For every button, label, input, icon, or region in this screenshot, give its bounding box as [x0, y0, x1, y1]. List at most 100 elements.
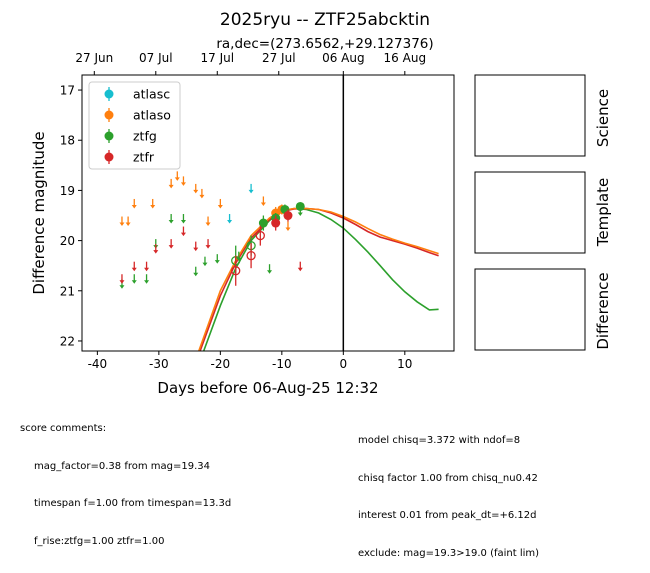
y-tick-label: 21: [60, 284, 75, 298]
upper-limit-ztfr: [119, 274, 125, 284]
upper-limit-arrowhead: [193, 189, 199, 194]
x-tick-label: -30: [149, 357, 169, 371]
upper-limit-ztfr: [180, 226, 186, 237]
model-comments: model chisq=3.372 with ndof=8 chisq fact…: [358, 410, 539, 573]
upper-limit-atlaso: [168, 178, 174, 189]
upper-limit-arrowhead: [125, 222, 131, 227]
upper-limit-arrowhead: [131, 267, 137, 272]
detection-marker-open: [231, 266, 241, 276]
science-image-panel: [474, 74, 586, 157]
upper-limit-arrowhead: [214, 260, 220, 264]
legend-frame: [88, 81, 181, 170]
science-label: Science: [594, 89, 612, 147]
upper-limit-arrowhead: [174, 177, 180, 181]
chart-title: 2025ryu -- ZTF25abcktin: [220, 10, 430, 30]
legend-item-atlasc: atlasc: [104, 87, 170, 102]
x-tick-label: 0: [340, 357, 348, 371]
upper-limit-ztfr: [168, 239, 174, 249]
model-comment-line: chisq factor 1.00 from chisq_nu0.42: [358, 472, 538, 484]
upper-limit-ztfr: [144, 261, 150, 272]
upper-limit-arrowhead: [168, 184, 174, 189]
detection-marker-open: [255, 230, 265, 241]
detection-marker-open: [246, 251, 256, 261]
x-axis: -40 -30 -20 -10 0 10: [88, 351, 412, 371]
upper-limit-arrowhead: [193, 272, 199, 277]
upper-limit-arrowhead: [168, 245, 174, 249]
legend-label: atlasc: [133, 87, 170, 102]
upper-limit-arrowhead: [297, 212, 303, 216]
upper-limit-ztfg: [144, 274, 150, 284]
upper-limit-arrowhead: [205, 245, 211, 249]
upper-limit-ztfg: [267, 264, 273, 274]
top-tick-label: 27 Jul: [262, 51, 296, 65]
y-tick-label: 22: [60, 334, 75, 348]
legend-item-ztfg: ztfg: [104, 129, 157, 144]
top-tick-label: 06 Aug: [322, 51, 365, 65]
upper-limit-arrowhead: [150, 204, 156, 209]
upper-limit-arrowhead: [144, 267, 150, 272]
model-comment-line: interest 0.01 from peak_dt=+6.12d: [358, 510, 537, 521]
top-tick-label: 07 Jul: [139, 51, 173, 65]
model-comment-line: model chisq=3.372 with ndof=8: [358, 435, 521, 446]
detection-ztfr: [283, 209, 293, 222]
score-comments: score comments: mag_factor=0.38 from mag…: [20, 398, 231, 561]
legend-marker: [104, 110, 114, 120]
model-comment-line: exclude: mag=19.3>19.0 (faint lim): [358, 547, 540, 559]
y-tick-label: 18: [60, 134, 75, 148]
model-curve-ztfg: [202, 207, 439, 351]
detection-ztfr: [271, 215, 281, 231]
upper-limit-arrowhead: [153, 250, 159, 254]
top-tick-label: 27 Jun: [75, 51, 113, 65]
upper-limit-arrowhead: [180, 182, 186, 186]
detection-ztfr: [231, 255, 241, 286]
upper-limit-arrowhead: [119, 280, 125, 284]
upper-limit-arrowhead: [297, 267, 303, 272]
upper-limit-arrowhead: [227, 220, 233, 224]
x-axis-label: Days before 06-Aug-25 12:32: [157, 379, 378, 397]
legend-item-atlaso: atlaso: [104, 108, 171, 123]
upper-limit-ztfr: [131, 261, 137, 272]
upper-limit-arrowhead: [267, 270, 273, 274]
upper-limit-atlaso: [205, 216, 211, 227]
upper-limit-arrowhead: [180, 232, 186, 237]
x-tick-label: -10: [272, 357, 292, 371]
legend-marker: [104, 89, 114, 99]
detection-marker: [271, 218, 281, 228]
upper-limit-atlaso: [260, 196, 266, 206]
model-curves: [198, 207, 439, 351]
detection-ztfg: [295, 201, 305, 211]
light-curve-figure: 2025ryu -- ZTF25abcktin ra,dec=(273.6562…: [30, 10, 612, 397]
upper-limit-ztfg: [168, 214, 174, 224]
upper-limit-arrowhead: [119, 222, 125, 227]
upper-limit-arrowhead: [248, 189, 254, 194]
y-tick-label: 19: [60, 184, 75, 198]
upper-limit-ztfr: [153, 244, 159, 254]
upper-limit-arrowhead: [217, 204, 223, 209]
upper-limit-ztfg: [131, 274, 137, 284]
y-axis-label: Difference magnitude: [30, 131, 48, 294]
upper-limit-atlaso: [119, 216, 125, 227]
detection-marker: [295, 201, 305, 211]
upper-limit-arrowhead: [199, 194, 205, 199]
upper-limit-atlaso: [174, 171, 180, 181]
detection-ztfg: [258, 215, 268, 231]
detection-ztfr: [246, 243, 256, 269]
upper-limit-ztfr: [205, 239, 211, 249]
upper-limit-ztfg: [214, 254, 220, 264]
y-tick-label: 20: [60, 234, 75, 248]
upper-limit-arrowhead: [144, 280, 150, 284]
y-axis: 17 18 19 20 21 22: [60, 84, 82, 348]
upper-limit-ztfr: [193, 241, 199, 252]
model-curve-atlaso: [198, 207, 439, 351]
upper-limit-arrowhead: [285, 227, 291, 232]
upper-limit-atlaso: [285, 221, 291, 232]
legend-label: ztfr: [133, 150, 155, 165]
template-image-panel: [474, 171, 586, 254]
upper-limit-arrowhead: [131, 280, 137, 284]
upper-limit-arrowhead: [193, 247, 199, 252]
upper-limit-arrowhead: [119, 285, 125, 289]
upper-limit-atlaso: [131, 198, 137, 209]
score-comments-header: score comments:: [20, 423, 107, 434]
upper-limit-atlaso: [125, 216, 131, 227]
y-tick-label: 17: [60, 84, 75, 98]
